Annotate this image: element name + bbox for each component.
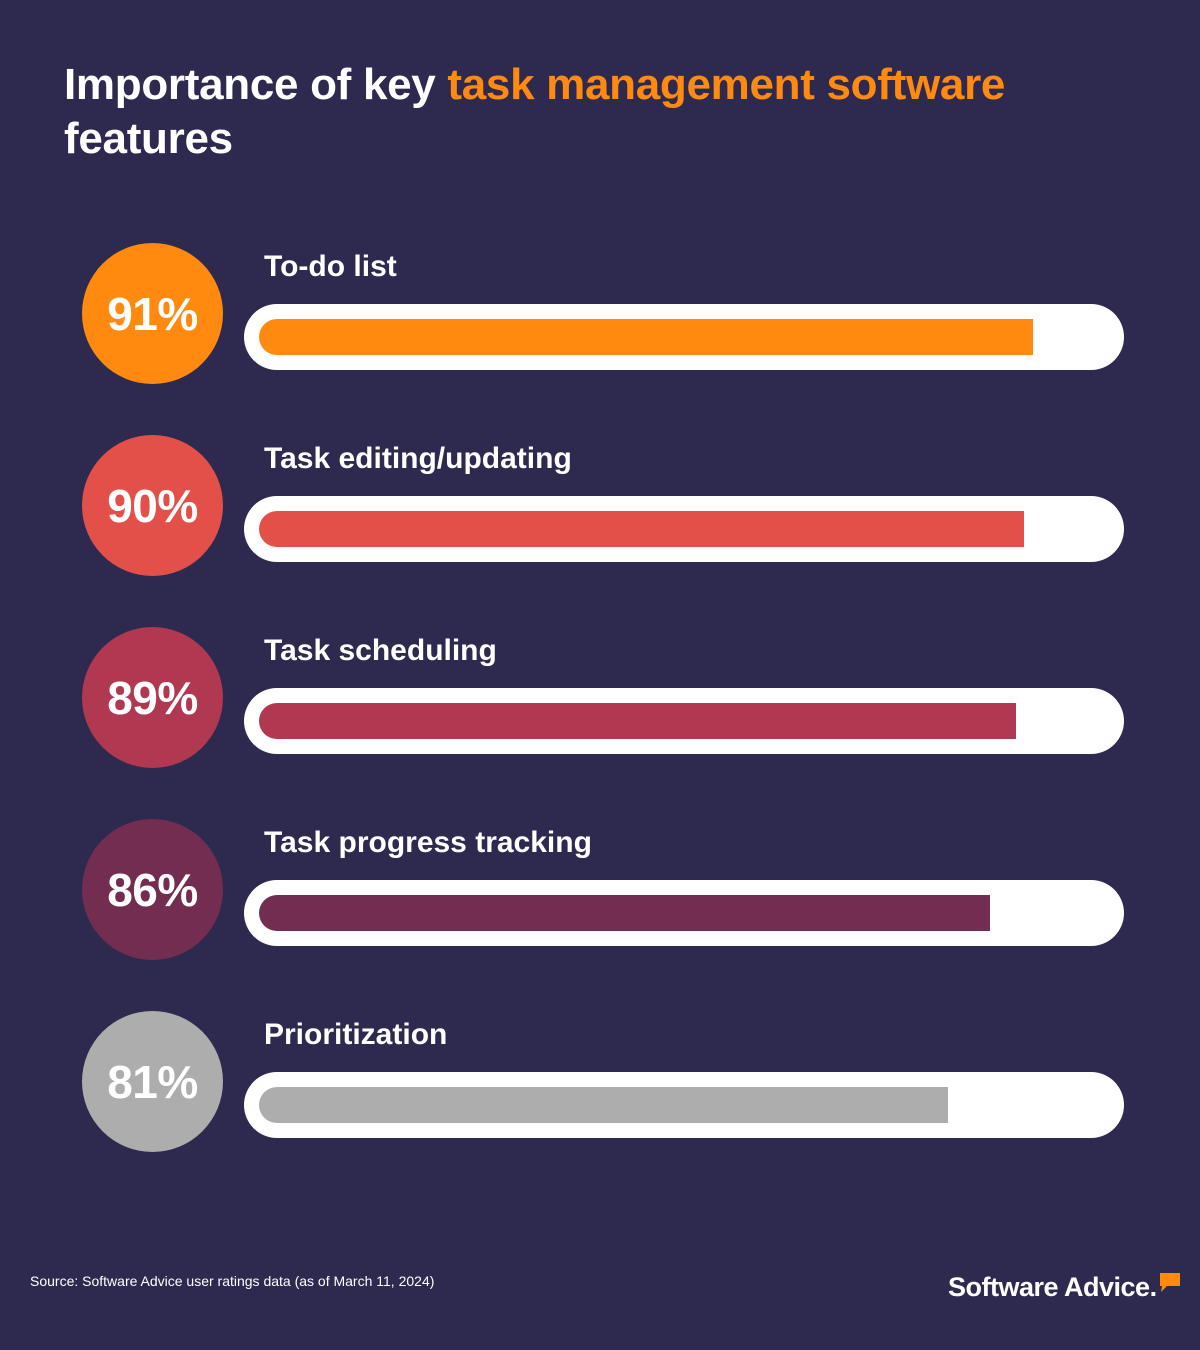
bar-track [244,304,1124,370]
category-label: Prioritization [264,1018,448,1051]
bar-track [244,496,1124,562]
bar [259,511,1024,547]
chart-title: Importance of key task management softwa… [64,58,1154,166]
title-part-1: Importance of key [64,60,448,109]
bar [259,1087,948,1123]
bar-track [244,1072,1124,1138]
speech-bubble-icon [1159,1273,1180,1292]
bar [259,319,1033,355]
category-label: Task progress tracking [264,826,592,859]
brand-logo: Software Advice. [948,1270,1182,1304]
value-badge: 81% [82,1011,223,1152]
bar-row-prioritization: 81% Prioritization [0,1011,1200,1153]
source-note: Source: Software Advice user ratings dat… [30,1273,435,1289]
value-badge: 89% [82,627,223,768]
bar [259,895,990,931]
bar-track [244,880,1124,946]
category-label: To-do list [264,250,397,283]
bar-track [244,688,1124,754]
value-badge: 86% [82,819,223,960]
bar-row-progress: 86% Task progress tracking [0,819,1200,961]
logo-text: Software Advice. [948,1272,1157,1302]
title-highlight: task management software [447,60,1006,109]
category-label: Task editing/updating [264,442,572,475]
value-badge: 91% [82,243,223,384]
bar-row-editing: 90% Task editing/updating [0,435,1200,577]
bar-row-scheduling: 89% Task scheduling [0,627,1200,769]
bar-row-todo: 91% To-do list [0,243,1200,385]
bar [259,703,1016,739]
title-part-2: features [64,114,233,163]
category-label: Task scheduling [264,634,497,667]
value-badge: 90% [82,435,223,576]
